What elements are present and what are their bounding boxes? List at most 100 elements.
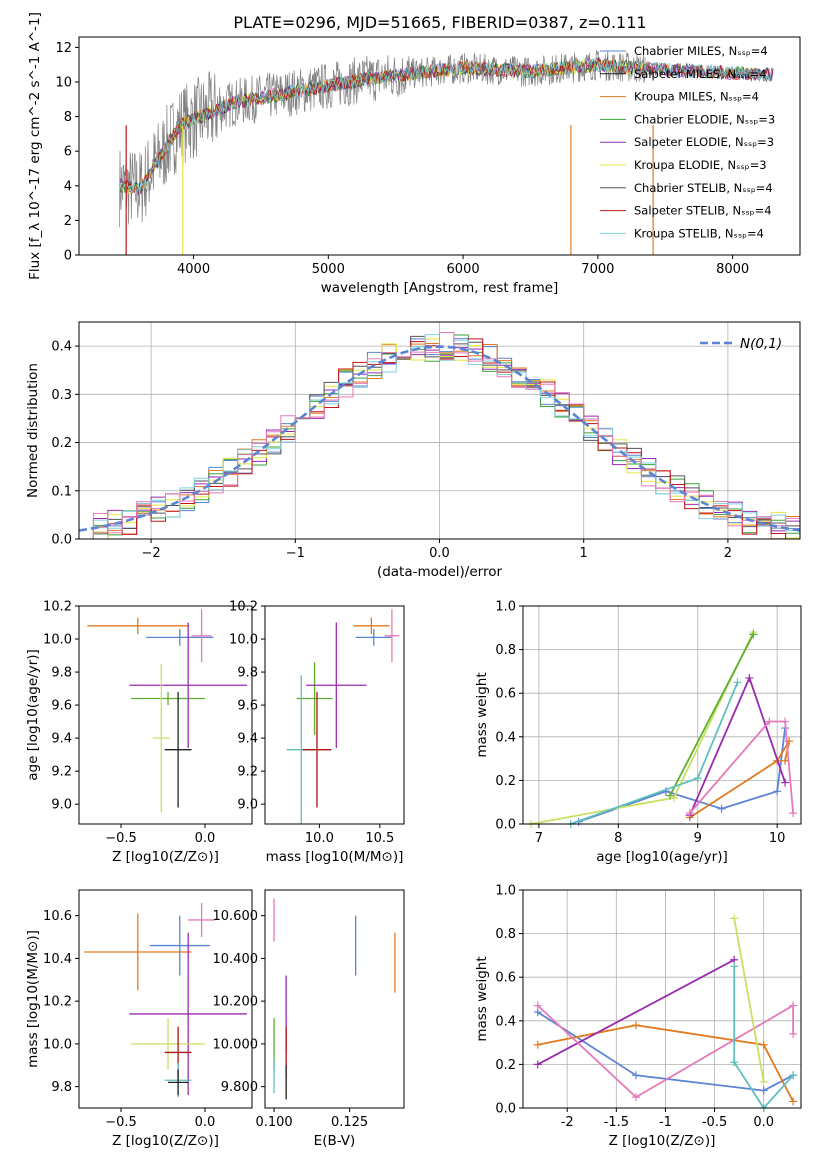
x-tick-label: 9 [694,831,702,846]
mass-weight-line [530,631,755,825]
y-tick-label: 0.4 [495,730,516,745]
mass-weight-marker [717,804,726,813]
mass-weight-marker [759,1077,768,1086]
mass-weight-line [689,720,794,814]
x-tick-label: 7000 [581,262,614,277]
y-tick-label: 9.2 [51,765,72,780]
y-tick-label: 10.2 [229,600,258,615]
mass-weight-line [537,959,735,1066]
mass-weight-marker [789,809,798,818]
y-tick-label: 1.0 [495,600,516,615]
y-tick-label: 0.2 [495,1058,516,1073]
x-tick-label: 7 [535,831,543,846]
normal-distribution-curve [78,345,801,532]
mass-weight-marker [773,787,782,796]
x-tick-label: 10.5 [365,831,394,846]
x-tick-label: 0.0 [753,1115,774,1130]
y-tick-label: 9.800 [221,1080,258,1095]
mass-weight-marker [533,1060,542,1069]
y-tick-label: 10.4 [43,952,72,967]
y-tick-label: 9.0 [237,798,258,813]
legend-entry: Kroupa ELODIE, Nₛₛₚ=3 [634,158,767,172]
y-axis-label: mass weight [474,956,490,1041]
x-axis-label: Z [log10(Z/Z⊙)] [112,1133,219,1149]
y-tick-label: 6 [64,145,72,160]
y-tick-label: 0.2 [51,436,72,451]
y-tick-label: 10.400 [213,952,259,967]
mass-vs-metallicity-panel: −0.5 0.0 9.8 10.0 10.2 10.4 10.6 Z [log10(Z/Z⊙)… [25,889,253,1149]
mass-weight-marker [745,673,754,682]
y-tick-label: 0.4 [51,340,72,355]
mass-weight-marker [781,778,790,787]
x-tick-label: 0.100 [255,1115,292,1130]
y-tick-label: 0.0 [51,533,72,548]
mass-weight-line [537,1011,794,1092]
figure-title: PLATE=0296, MJD=51665, FIBERID=0387, z=0… [233,13,646,32]
mass-weight-line [537,1003,794,1099]
legend-entry: Salpeter ELODIE, Nₛₛₚ=3 [634,135,774,149]
mass-weight-marker [693,774,702,783]
x-tick-label: 2 [724,546,732,561]
y-tick-label: 10.2 [43,995,72,1010]
x-tick-label: 0.0 [195,1115,216,1130]
residuals-panel: −2 −1 0.0 1 2 0.0 0.1 0.2 0.3 0.4 (data-model)/err… [25,321,801,580]
y-tick-label: 9.8 [51,1080,72,1095]
axes-frame [78,36,801,256]
x-tick-label: -1 [659,1115,672,1130]
y-tick-label: 9.4 [237,732,258,747]
x-tick-label: 10 [769,831,786,846]
mass-weight-line [733,966,794,1110]
y-tick-label: 12 [55,41,72,56]
mass-weight-marker [631,1071,640,1080]
x-tick-label: −0.5 [105,831,137,846]
axes-frame [78,605,253,825]
observed-spectrum-line [119,50,646,228]
y-tick-label: 10.0 [229,633,258,648]
legend-entry: Salpeter STELIB, Nₛₛₚ=4 [634,204,772,218]
x-tick-label: −1 [286,546,305,561]
x-tick-label: 8 [614,831,622,846]
y-axis-label: Flux [f_λ 10^-17 erg cm^-2 s^-1 A^-1] [27,12,43,280]
legend-entry: Kroupa MILES, Nₛₛₚ=4 [634,90,759,104]
x-tick-label: 8000 [716,262,749,277]
x-tick-label: 1 [580,546,588,561]
x-axis-label: mass [log10(M/M⊙)] [266,849,404,865]
x-axis-label: wavelength [Angstrom, rest frame] [321,280,559,296]
y-axis-label: mass [log10(M/M⊙)] [25,930,41,1068]
y-tick-label: 0.1 [51,484,72,499]
y-tick-label: 4 [64,179,72,194]
mass-weight-marker [733,678,742,687]
mass-weight-marker [789,1097,798,1106]
y-axis-label: mass weight [474,672,490,757]
y-tick-label: 9.8 [237,666,258,681]
y-tick-label: 9.8 [51,666,72,681]
mass-weight-marker [631,1021,640,1030]
y-axis-label: Normed distribution [25,363,41,498]
mass-weight-marker [765,717,774,726]
y-tick-label: 0 [64,249,72,264]
y-tick-label: 9.6 [51,699,72,714]
mass-weight-marker [781,717,790,726]
x-axis-label: E(B-V) [314,1133,356,1149]
mass-weight-marker [789,1029,798,1038]
y-tick-label: 10.200 [213,995,259,1010]
x-tick-label: -1.5 [604,1115,629,1130]
y-tick-label: 9.0 [51,798,72,813]
mass-weight-marker [665,791,674,800]
y-tick-label: 10.2 [43,600,72,615]
axes-frame [522,889,802,1109]
legend-entry: Salpeter MILES, Nₛₛₚ=4 [634,67,767,81]
y-tick-label: 9.6 [237,699,258,714]
y-tick-label: 1.0 [495,884,516,899]
mass-weight-line [669,633,755,797]
axes-frame [522,605,802,825]
y-tick-label: 0.8 [495,927,516,942]
legend-entry: Chabrier MILES, Nₛₛₚ=4 [634,44,768,58]
axes-frame [264,605,405,825]
y-tick-label: 10 [55,75,72,90]
mass-weight-marker [730,914,739,923]
y-tick-label: 0.8 [495,643,516,658]
x-tick-label: 0.0 [195,831,216,846]
mass-weight-line [733,918,765,1082]
y-tick-label: 0.3 [51,388,72,403]
